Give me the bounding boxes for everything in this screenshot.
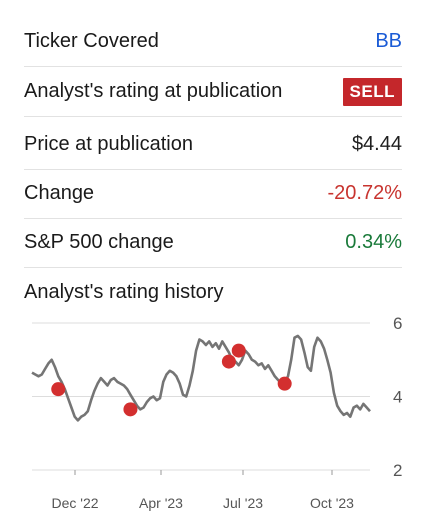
change-value: -20.72%: [327, 182, 403, 204]
ticker-label: Ticker Covered: [24, 30, 159, 52]
y-tick-label: 2: [393, 461, 402, 480]
rating-marker: [277, 376, 292, 391]
ticker-row: Ticker Covered BB: [24, 17, 402, 67]
change-row: Change -20.72%: [24, 169, 402, 219]
sp500-row: S&P 500 change 0.34%: [24, 218, 402, 268]
rating-label: Analyst's rating at publication: [24, 80, 283, 102]
ticker-link[interactable]: BB: [375, 30, 402, 52]
price-row: Price at publication $4.44: [24, 120, 402, 170]
y-tick-label: 4: [393, 388, 402, 407]
x-tick-label: Oct '23: [310, 495, 354, 511]
price-label: Price at publication: [24, 133, 193, 155]
x-tick-label: Apr '23: [139, 495, 183, 511]
rating-marker: [51, 382, 66, 397]
price-value: $4.44: [351, 133, 402, 155]
change-label: Change: [24, 182, 95, 204]
rating-marker: [221, 354, 236, 369]
rating-marker: [231, 343, 246, 358]
rating-history-title: Analyst's rating history: [24, 281, 224, 303]
y-tick-label: 6: [393, 314, 402, 333]
sp500-label: S&P 500 change: [24, 231, 174, 253]
x-tick-label: Jul '23: [223, 495, 263, 511]
price-line: [31, 334, 371, 422]
rating-row: Analyst's rating at publication SELL: [24, 67, 402, 117]
rating-marker: [123, 402, 138, 417]
x-tick-label: Dec '22: [51, 495, 98, 511]
sp500-value: 0.34%: [345, 231, 402, 253]
sell-rating-badge: SELL: [342, 77, 402, 106]
